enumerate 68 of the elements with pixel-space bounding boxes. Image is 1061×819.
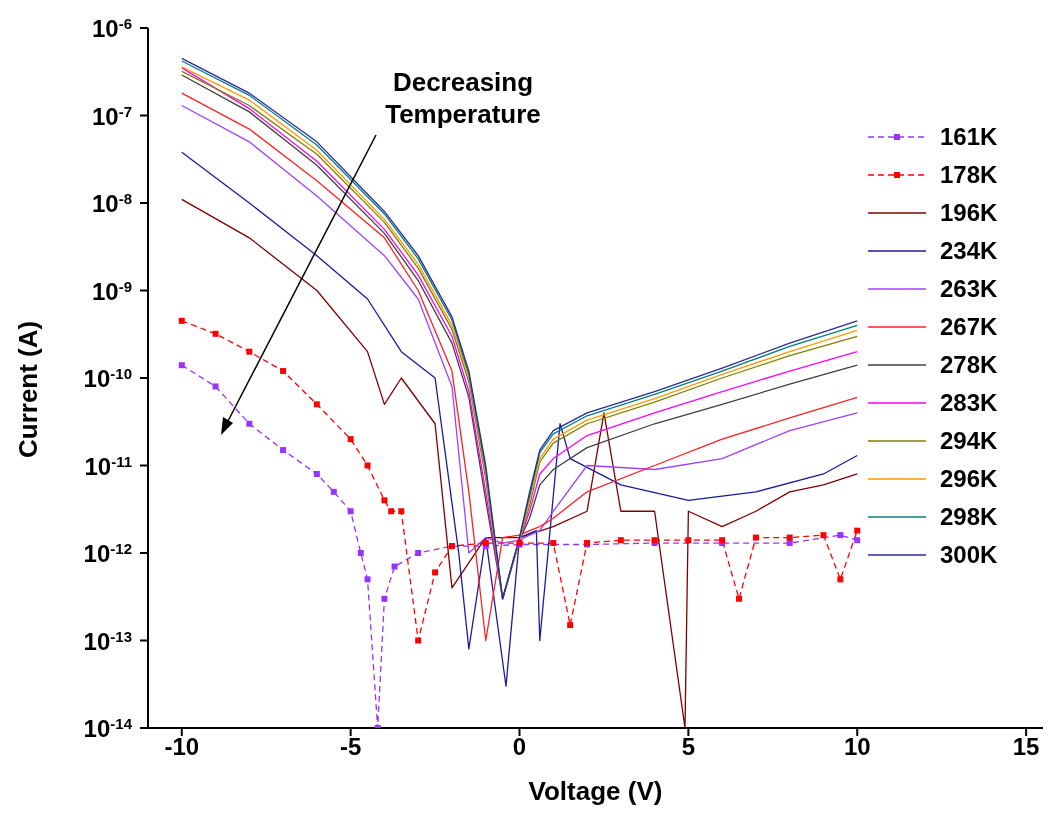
y-axis-title: Current (A) (13, 320, 44, 458)
point (178, 317, 185, 324)
legend-label: 294K (940, 427, 998, 455)
y-tick-label: 10$^{-6}$ (91, 14, 132, 42)
point (617, 537, 624, 544)
point (854, 537, 861, 544)
point (330, 488, 337, 495)
point (415, 637, 422, 644)
y-tick-label: 10$^{-9}$ (91, 277, 132, 305)
point (364, 462, 371, 469)
legend-label: 263K (940, 275, 998, 303)
point (736, 595, 743, 602)
point (347, 436, 354, 443)
legend-label: 296K (940, 465, 998, 493)
x-tick-label: 15 (1012, 733, 1040, 761)
y-tick-label: 10$^{-12}$ (83, 539, 132, 567)
legend-label: 178K (940, 161, 998, 189)
point (246, 348, 253, 355)
x-tick-label: 5 (681, 733, 696, 761)
point (212, 383, 219, 390)
legend-label: 161K (940, 123, 998, 151)
point (212, 330, 219, 337)
point (364, 576, 371, 583)
x-tick-label: 0 (512, 733, 527, 761)
legend-label: 278K (940, 351, 998, 379)
y-tick-label: 10$^{-11}$ (84, 452, 132, 480)
point (313, 470, 320, 477)
point (246, 420, 253, 427)
line-series (181, 151, 858, 687)
point (280, 447, 287, 454)
point (550, 540, 557, 547)
point (837, 576, 844, 583)
point (398, 508, 405, 515)
line-series (181, 198, 858, 728)
legend-label: 267K (940, 313, 998, 341)
x-axis-title: Voltage (V) (528, 776, 663, 806)
point (415, 550, 422, 556)
point (391, 563, 398, 570)
point (381, 497, 388, 504)
legend-label: 234K (940, 237, 998, 265)
point (820, 532, 827, 539)
annotation: Decreasing Temperature (384, 66, 542, 130)
point (854, 527, 861, 534)
point (313, 401, 320, 408)
point (752, 534, 759, 541)
y-tick-label: 10$^{-10}$ (83, 364, 132, 392)
y-tick-label: 10$^{-7}$ (91, 102, 132, 130)
y-tick-label: 10$^{-8}$ (91, 189, 132, 217)
x-tick-label: 10 (843, 733, 871, 761)
point (347, 508, 354, 515)
point (567, 622, 574, 629)
legend-label: 300K (940, 541, 998, 569)
legend-label: 298K (940, 503, 998, 531)
y-tick-label: 10$^{-13}$ (83, 627, 132, 655)
y-tick-label: 10$^{-14}$ (83, 714, 133, 742)
point (685, 537, 692, 544)
legend-label: 196K (940, 199, 998, 227)
point (280, 368, 287, 375)
point (357, 550, 364, 556)
x-tick-label: -10 (164, 733, 200, 761)
legend-label: 283K (940, 389, 998, 417)
point (388, 508, 395, 515)
x-tick-label: -5 (339, 733, 362, 761)
point (432, 569, 439, 576)
point (786, 534, 793, 541)
point (837, 532, 844, 539)
point (381, 595, 388, 602)
point (178, 362, 185, 369)
